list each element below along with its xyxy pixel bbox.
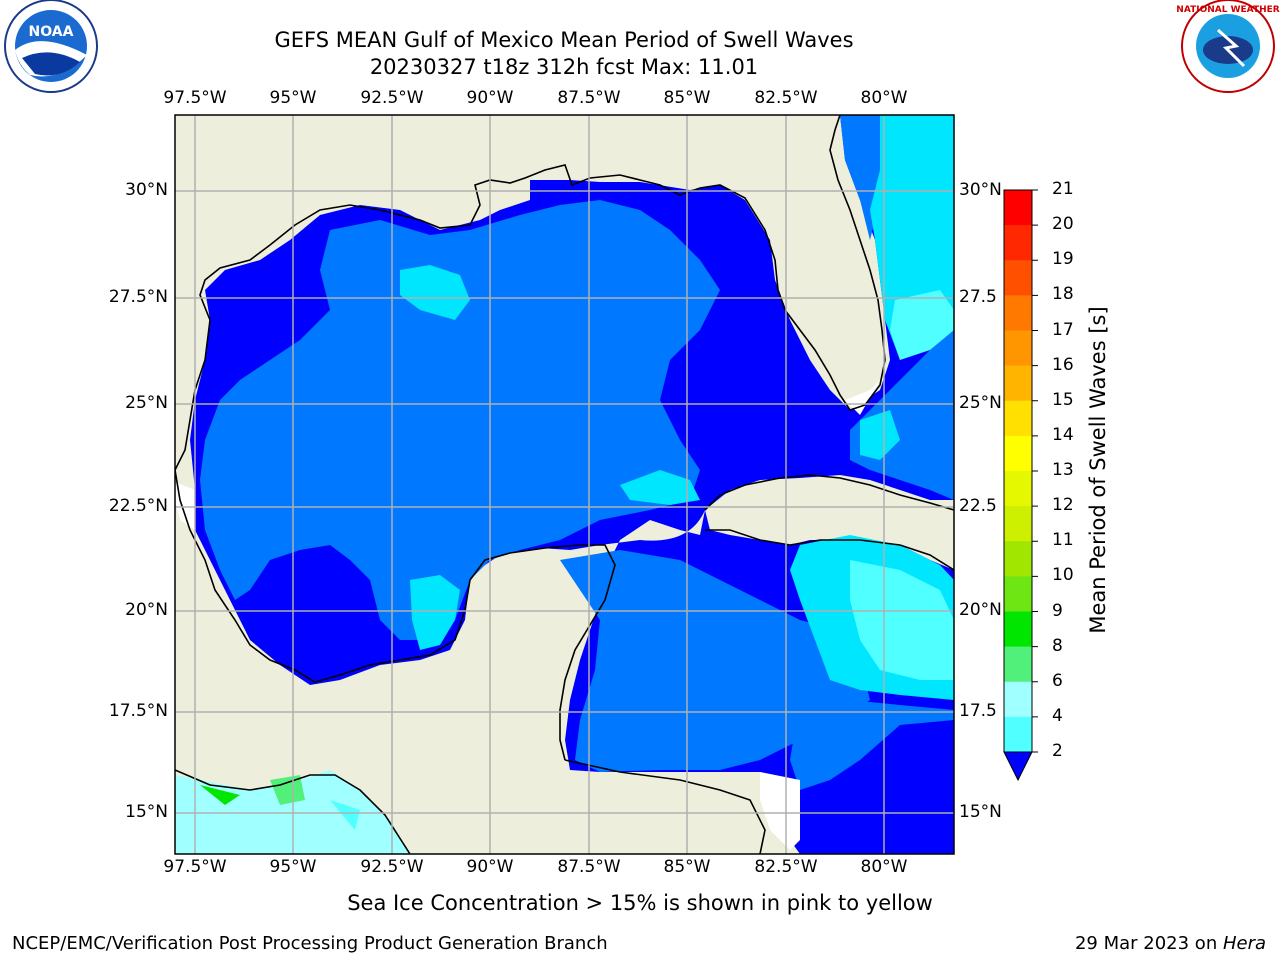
svg-text:NOAA: NOAA	[29, 24, 74, 40]
colorbar-extend	[1003, 751, 1033, 782]
colorbar-segment	[1004, 435, 1032, 472]
coastline	[175, 115, 954, 854]
lon-label-top: 97.5°W	[163, 88, 227, 108]
lon-label-bottom: 85°W	[663, 857, 711, 877]
lat-label-left: 27.5°N	[108, 287, 168, 307]
map-subtitle: 20230327 t18z 312h fcst Max: 11.01	[369, 55, 759, 79]
lon-label-bottom: 95°W	[269, 857, 317, 877]
colorbar-tick-label: 21	[1052, 179, 1074, 199]
colorbar	[1003, 189, 1038, 782]
lat-label-left: 25°N	[125, 393, 168, 413]
swell-zone-6to8	[890, 290, 954, 360]
colorbar-segment	[1004, 646, 1032, 683]
colorbar-segment	[1004, 260, 1032, 296]
colorbar-segment	[1004, 576, 1032, 612]
footer-host: Hera	[1222, 933, 1266, 954]
colorbar-tick-label: 17	[1052, 319, 1074, 340]
lon-label-top: 92.5°W	[360, 88, 424, 108]
lon-label-bottom: 90°W	[466, 857, 514, 877]
colorbar-segment	[1004, 716, 1032, 753]
graticule	[175, 115, 954, 854]
colorbar-tick-label: 12	[1052, 495, 1074, 516]
noaa-logo-icon: NOAA	[4, 0, 98, 93]
colorbar-tick-label: 9	[1052, 600, 1063, 621]
colorbar-segment	[1004, 225, 1032, 261]
colorbar-segment	[1004, 400, 1032, 437]
lon-label-bottom: 80°W	[860, 857, 908, 877]
swell-zone-2to4	[200, 200, 720, 640]
colorbar-tick-label: 4	[1052, 705, 1063, 726]
colorbar-tick-label: 19	[1052, 249, 1074, 270]
lon-label-top: 82.5°W	[754, 88, 818, 108]
colorbar-tick-label: 18	[1052, 284, 1074, 305]
colorbar-title: Mean Period of Swell Waves [s]	[1086, 306, 1110, 634]
colorbar-tick-label: 11	[1052, 530, 1074, 551]
colorbar-tick-label: 15	[1052, 389, 1074, 410]
lon-label-top: 90°W	[466, 88, 514, 108]
colorbar-tick-label: 16	[1052, 354, 1074, 375]
lon-label-top: 85°W	[663, 88, 711, 108]
colorbar-tick-label: 14	[1052, 424, 1074, 445]
colorbar-segment	[1004, 471, 1032, 507]
footer-date: 29 Mar 2023 on Hera	[1075, 933, 1266, 954]
lat-label-left: 20°N	[125, 600, 168, 620]
lat-label-right: 25°N	[959, 393, 1002, 413]
colorbar-segment	[1004, 295, 1032, 331]
sea-ice-caption: Sea Ice Concentration > 15% is shown in …	[347, 891, 933, 915]
lat-label-right: 15°N	[959, 802, 1002, 822]
map-area	[175, 115, 954, 854]
colorbar-tick-label: 6	[1052, 670, 1063, 691]
lat-label-left: 22.5°N	[108, 496, 168, 516]
lat-label-right: 27.5	[959, 287, 997, 307]
colorbar-tick-label: 10	[1052, 565, 1074, 586]
footer-date-text: 29 Mar 2023 on	[1074, 933, 1223, 954]
lon-label-bottom: 82.5°W	[754, 857, 818, 877]
lon-label-bottom: 97.5°W	[163, 857, 227, 877]
nws-logo-icon: NATIONAL WEATHER	[1176, 0, 1280, 93]
lon-label-bottom: 87.5°W	[557, 857, 621, 877]
lon-label-top: 87.5°W	[557, 88, 621, 108]
lat-label-left: 15°N	[125, 802, 168, 822]
colorbar-tick-label: 13	[1052, 460, 1074, 480]
footer-organization: NCEP/EMC/Verification Post Processing Pr…	[12, 933, 608, 954]
colorbar-tick-label: 8	[1052, 635, 1063, 656]
svg-text:NATIONAL WEATHER: NATIONAL WEATHER	[1176, 5, 1279, 15]
colorbar-segment	[1004, 541, 1032, 577]
lat-label-right: 17.5	[959, 701, 997, 721]
colorbar-segment	[1004, 365, 1032, 402]
colorbar-tick-label: 2	[1052, 741, 1063, 761]
colorbar-segment	[1004, 506, 1032, 542]
lat-label-left: 17.5°N	[108, 701, 168, 721]
colorbar-segment	[1004, 330, 1032, 367]
lat-label-right: 20°N	[959, 600, 1002, 620]
colorbar-segment	[1004, 681, 1032, 718]
colorbar-segment	[1004, 611, 1032, 648]
colorbar-tick-label: 20	[1052, 214, 1074, 235]
lon-label-bottom: 92.5°W	[360, 857, 424, 877]
map-frame	[174, 114, 955, 855]
lon-label-top: 80°W	[860, 88, 908, 108]
lat-label-left: 30°N	[125, 180, 168, 200]
colorbar-segment	[1004, 190, 1032, 226]
lon-label-top: 95°W	[269, 88, 317, 108]
map-title: GEFS MEAN Gulf of Mexico Mean Period of …	[274, 28, 854, 52]
lat-label-right: 22.5	[959, 496, 997, 516]
lat-label-right: 30°N	[959, 180, 1002, 200]
